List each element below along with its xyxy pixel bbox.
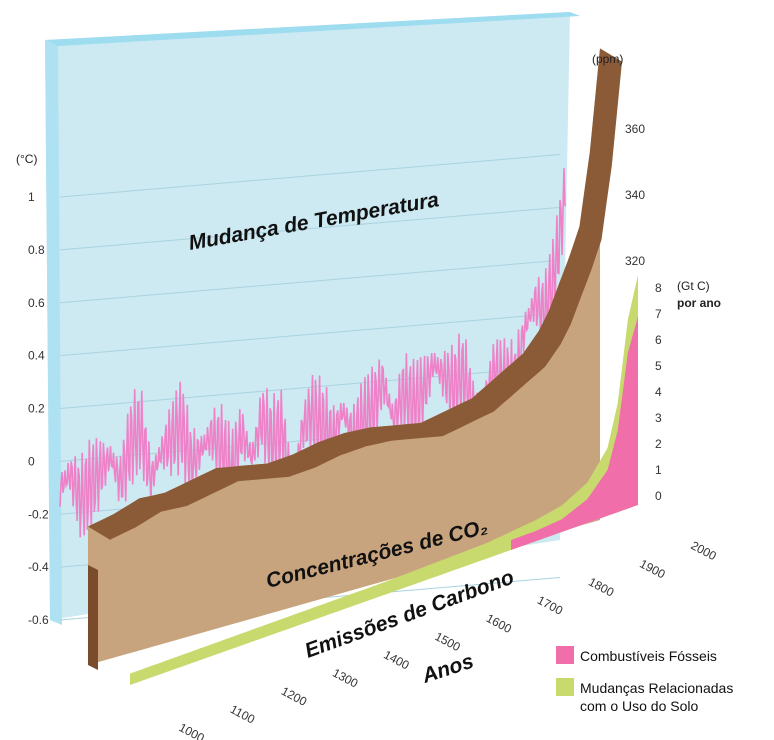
temperature-y-tick-label: 0 [28, 454, 35, 468]
year-tick-label: 1400 [381, 647, 411, 672]
emissions-unit: (Gt C) [677, 279, 710, 293]
emissions-y-ticks: 8 7 6 5 4 3 2 1 0 [655, 281, 662, 503]
temperature-gridline [59, 365, 561, 409]
emissions-y-tick-label: 5 [655, 359, 662, 373]
emissions-panel [130, 275, 638, 685]
legend-swatch-fossil-fuels [556, 646, 574, 664]
year-tick-label: 1800 [586, 575, 616, 600]
co2-panel-face [88, 48, 600, 665]
emissions-y-tick-label: 7 [655, 307, 662, 321]
legend-label-fossil-fuels: Combustíveis Fósseis [580, 648, 717, 664]
year-tick-label: 1100 [228, 702, 258, 727]
legend-swatch-land-use [556, 678, 574, 696]
co2-y-tick-label: 320 [625, 254, 645, 268]
fossil-fuel-area [511, 316, 638, 550]
temperature-unit: (°C) [16, 152, 37, 166]
temperature-panel-side-edge [45, 40, 62, 625]
co2-y-tick-label: 360 [625, 122, 645, 136]
legend-label-land-use-line2: com o Uso do Solo [580, 698, 698, 714]
emissions-unit-secondary: por ano [677, 296, 721, 310]
year-tick-label: 1700 [535, 593, 565, 618]
temperature-y-tick-label: -0.4 [28, 560, 49, 574]
temperature-y-tick-label: 0.8 [28, 243, 45, 257]
co2-unit: (ppm) [592, 52, 623, 66]
year-tick-label: 1300 [330, 666, 360, 691]
emissions-y-tick-label: 4 [655, 385, 662, 399]
x-axis-label: Anos [418, 650, 476, 688]
emissions-y-tick-label: 3 [655, 411, 662, 425]
co2-left-edge [88, 565, 98, 670]
year-tick-label: 2000 [689, 538, 719, 563]
legend-label-land-use-line1: Mudanças Relacionadas [580, 680, 733, 696]
temperature-y-tick-label: 0.6 [28, 296, 45, 310]
temperature-y-ticks: 1 0.8 0.6 0.4 0.2 0 -0.2 -0.4 -0.6 [28, 190, 49, 627]
co2-panel [88, 48, 622, 670]
year-tick-label: 1000 [177, 720, 207, 740]
temperature-y-tick-label: 0.2 [28, 402, 45, 416]
emissions-y-tick-label: 8 [655, 281, 662, 295]
co2-top-edge [88, 48, 622, 540]
temperature-panel-top-edge [45, 12, 580, 46]
legend: Combustíveis Fósseis Mudanças Relacionad… [556, 646, 733, 714]
year-tick-label: 1200 [279, 684, 309, 709]
temperature-y-tick-label: -0.6 [28, 613, 49, 627]
co2-y-ticks: 360 340 320 [625, 122, 645, 268]
emissions-y-tick-label: 2 [655, 437, 662, 451]
emissions-y-tick-label: 0 [655, 489, 662, 503]
emissions-y-tick-label: 6 [655, 333, 662, 347]
temperature-gridline [59, 206, 561, 251]
temperature-gridline [59, 154, 561, 198]
temperature-y-tick-label: 1 [28, 190, 35, 204]
temperature-gridline [59, 312, 561, 357]
temperature-y-tick-label: -0.2 [28, 507, 49, 521]
temperature-gridline [59, 259, 561, 304]
year-tick-label: 1500 [433, 629, 463, 654]
temperature-y-tick-label: 0.4 [28, 349, 45, 363]
emissions-y-tick-label: 1 [655, 463, 662, 477]
year-tick-label: 1900 [637, 556, 667, 581]
co2-y-tick-label: 340 [625, 188, 645, 202]
year-tick-label: 1600 [484, 611, 514, 636]
